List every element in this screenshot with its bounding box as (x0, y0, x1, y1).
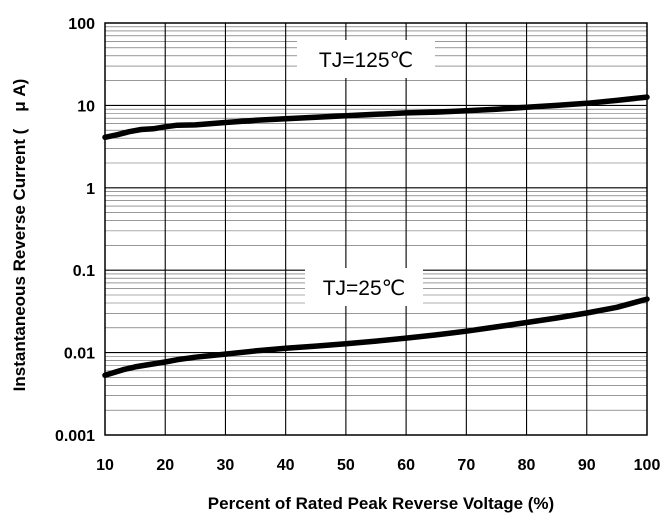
series-layer (102, 94, 650, 379)
x-axis-title: Percent of Rated Peak Reverse Voltage (%… (208, 494, 554, 513)
x-tick-label: 70 (457, 457, 475, 474)
y-tick-label: 100 (68, 16, 95, 33)
x-tick-label: 20 (156, 457, 174, 474)
x-tick-label: 60 (397, 457, 415, 474)
x-tick-labels: 10 20 30 40 50 60 70 80 90 100 (96, 457, 660, 474)
y-tick-label: 1 (86, 181, 95, 198)
y-tick-labels: 100 10 1 0.1 0.01 0.001 (55, 16, 95, 445)
series-line-tj-25c (102, 296, 650, 379)
annotation-box (305, 268, 423, 306)
y-tick-label: 0.001 (55, 428, 95, 445)
series-annotation: TJ=125℃ (319, 49, 413, 72)
y-tick-label: 0.1 (73, 263, 95, 280)
series-annotation: TJ=25℃ (323, 277, 406, 300)
plot-area-frame (104, 22, 648, 436)
y-axis-title: Instantaneous Reverse Current ( μ A) (10, 79, 29, 392)
y-tick-label: 0.01 (64, 346, 95, 363)
x-tick-label: 100 (634, 457, 661, 474)
series-line-tj-125c (102, 94, 650, 141)
x-tick-label: 90 (578, 457, 596, 474)
annotation-box (297, 40, 435, 78)
x-tick-label: 50 (337, 457, 355, 474)
annotation-layer: TJ=125℃ TJ=25℃ (297, 40, 435, 306)
x-tick-label: 40 (277, 457, 295, 474)
x-tick-label: 10 (96, 457, 114, 474)
x-tick-label: 80 (518, 457, 536, 474)
x-tick-label: 30 (217, 457, 235, 474)
y-tick-label: 10 (77, 98, 95, 115)
